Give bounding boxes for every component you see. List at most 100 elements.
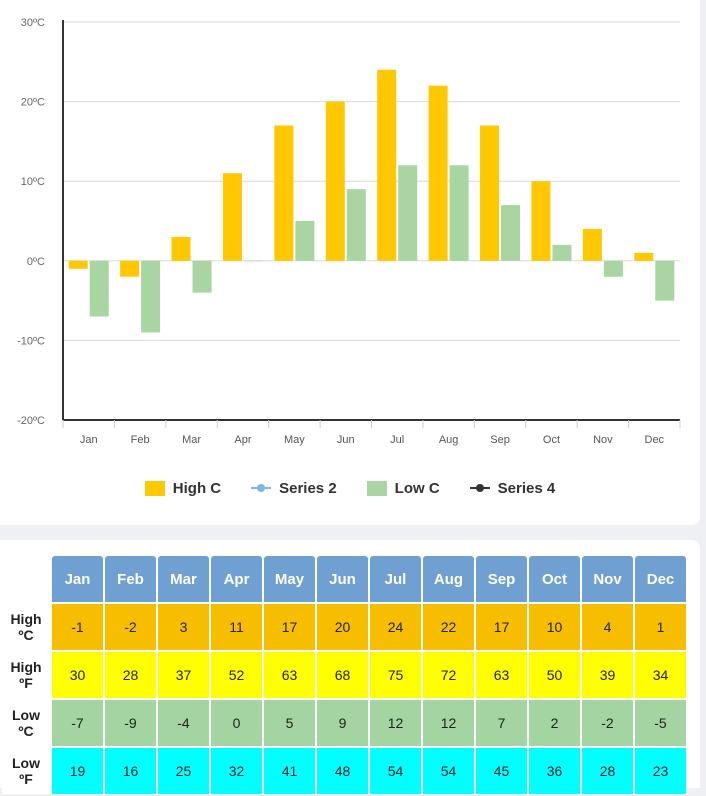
row-label-line2: ºF — [19, 771, 33, 787]
table-cell: 0 — [211, 700, 262, 746]
table-cell: 20 — [317, 604, 368, 650]
table-cell: 11 — [211, 604, 262, 650]
table-row-lowf: Low ºF 19 16 25 32 41 48 54 54 45 36 28 23 — [2, 748, 686, 794]
table-cell: 23 — [635, 748, 686, 794]
bar-low-c — [398, 165, 418, 261]
table-cell: 5 — [264, 700, 315, 746]
table-cell: 19 — [52, 748, 103, 794]
table-corner — [2, 556, 50, 602]
x-tick-label: Mar — [182, 434, 201, 446]
row-label: Low ºC — [2, 700, 50, 746]
x-tick-label: Nov — [593, 434, 613, 446]
row-label: High ºC — [2, 604, 50, 650]
month-header: Aug — [423, 556, 474, 602]
legend-swatch — [251, 481, 272, 495]
table-cell: 17 — [264, 604, 315, 650]
bar-low-c — [346, 189, 366, 261]
table-cell: 54 — [370, 748, 421, 794]
table-cell: 3 — [158, 604, 209, 650]
table-cell: 41 — [264, 748, 315, 794]
x-tick-label: Jul — [390, 434, 404, 446]
table-cell: 2 — [529, 700, 580, 746]
x-tick-label: May — [284, 434, 305, 446]
bar-high-c — [68, 260, 88, 269]
table-cell: 17 — [476, 604, 527, 650]
bar-high-c — [428, 85, 448, 261]
table-cell: -2 — [105, 604, 156, 650]
bar-high-c — [274, 125, 294, 261]
bar-low-c — [603, 260, 623, 277]
climate-table: Jan Feb Mar Apr May Jun Jul Aug Sep Oct Nov Dec Hig… — [0, 554, 688, 796]
bar-low-c — [295, 221, 315, 261]
bar-low-c — [89, 260, 109, 317]
legend-label: Low C — [394, 479, 440, 497]
chart-legend: High C Series 2 Low C Series 4 — [0, 476, 700, 500]
table-row-lowc: Low ºC -7 -9 -4 0 5 9 12 12 7 2 -2 -5 — [2, 700, 686, 746]
month-header-row: Jan Feb Mar Apr May Jun Jul Aug Sep Oct Nov Dec — [2, 556, 686, 602]
y-tick-label: 0ºC — [27, 256, 45, 268]
table-cell: 16 — [105, 748, 156, 794]
table-cell: -9 — [105, 700, 156, 746]
table-cell: 4 — [582, 604, 633, 650]
x-tick-label: Apr — [234, 434, 251, 446]
table-cell: 63 — [476, 652, 527, 698]
table-cell: 10 — [529, 604, 580, 650]
bar-low-c — [552, 244, 572, 261]
table-cell: 24 — [370, 604, 421, 650]
temperature-bar-chart: -20ºC -10ºC 0ºC 10ºC 20ºC 30ºC Jan Feb Mar Apr May… — [17, 17, 681, 446]
table-cell: 54 — [423, 748, 474, 794]
bar-high-c — [171, 236, 191, 261]
table-cell: 28 — [582, 748, 633, 794]
table-cell: 12 — [370, 700, 421, 746]
month-header: May — [264, 556, 315, 602]
table-cell: 32 — [211, 748, 262, 794]
row-label-line1: Low — [12, 707, 40, 723]
y-tick-label: 20ºC — [21, 97, 45, 109]
table-cell: 34 — [635, 652, 686, 698]
table-cell: 12 — [423, 700, 474, 746]
table-cell: 63 — [264, 652, 315, 698]
table-cell: 22 — [423, 604, 474, 650]
legend-item-series-4[interactable]: Series 4 — [469, 480, 555, 497]
table-cell: 7 — [476, 700, 527, 746]
row-label-line2: ºC — [18, 723, 34, 739]
month-header: Mar — [158, 556, 209, 602]
table-cell: 37 — [158, 652, 209, 698]
legend-item-series-2[interactable]: Series 2 — [251, 480, 337, 497]
month-header: Oct — [529, 556, 580, 602]
month-header: Jul — [370, 556, 421, 602]
row-label-line2: ºC — [18, 627, 34, 643]
legend-swatch — [469, 481, 490, 495]
table-cell: 36 — [529, 748, 580, 794]
table-cell: 68 — [317, 652, 368, 698]
table-row-highc: High ºC -1 -2 3 11 17 20 24 22 17 10 4 1 — [2, 604, 686, 650]
row-label: High ºF — [2, 652, 50, 698]
legend-label: Series 2 — [279, 479, 337, 497]
x-tick-label: Jun — [337, 434, 355, 446]
month-header: Feb — [105, 556, 156, 602]
bar-high-c — [531, 181, 551, 261]
month-header: Jan — [52, 556, 103, 602]
table-cell: 72 — [423, 652, 474, 698]
month-header: Dec — [635, 556, 686, 602]
row-label-line1: High — [10, 659, 42, 675]
x-tick-label: Oct — [543, 434, 560, 446]
table-row-highf: High ºF 30 28 37 52 63 68 75 72 63 50 39 34 — [2, 652, 686, 698]
bar-high-c — [325, 101, 345, 261]
legend-label: High C — [172, 479, 222, 497]
row-label-line2: ºF — [19, 675, 33, 691]
chart-card: -20ºC -10ºC 0ºC 10ºC 20ºC 30ºC Jan Feb Mar Apr May… — [0, 0, 700, 525]
bar-high-c — [634, 252, 654, 261]
row-label-line1: High — [10, 611, 42, 627]
month-header: Nov — [582, 556, 633, 602]
legend-item-high-c[interactable]: High C — [144, 479, 222, 497]
table-cell: 52 — [211, 652, 262, 698]
bar-low-c — [192, 260, 212, 293]
y-tick-label: 10ºC — [21, 176, 45, 188]
legend-swatch — [366, 480, 387, 496]
bar-low-c — [243, 260, 263, 262]
legend-item-low-c[interactable]: Low C — [366, 479, 440, 497]
table-cell: 45 — [476, 748, 527, 794]
month-header: Sep — [476, 556, 527, 602]
bar-high-c — [120, 260, 140, 277]
